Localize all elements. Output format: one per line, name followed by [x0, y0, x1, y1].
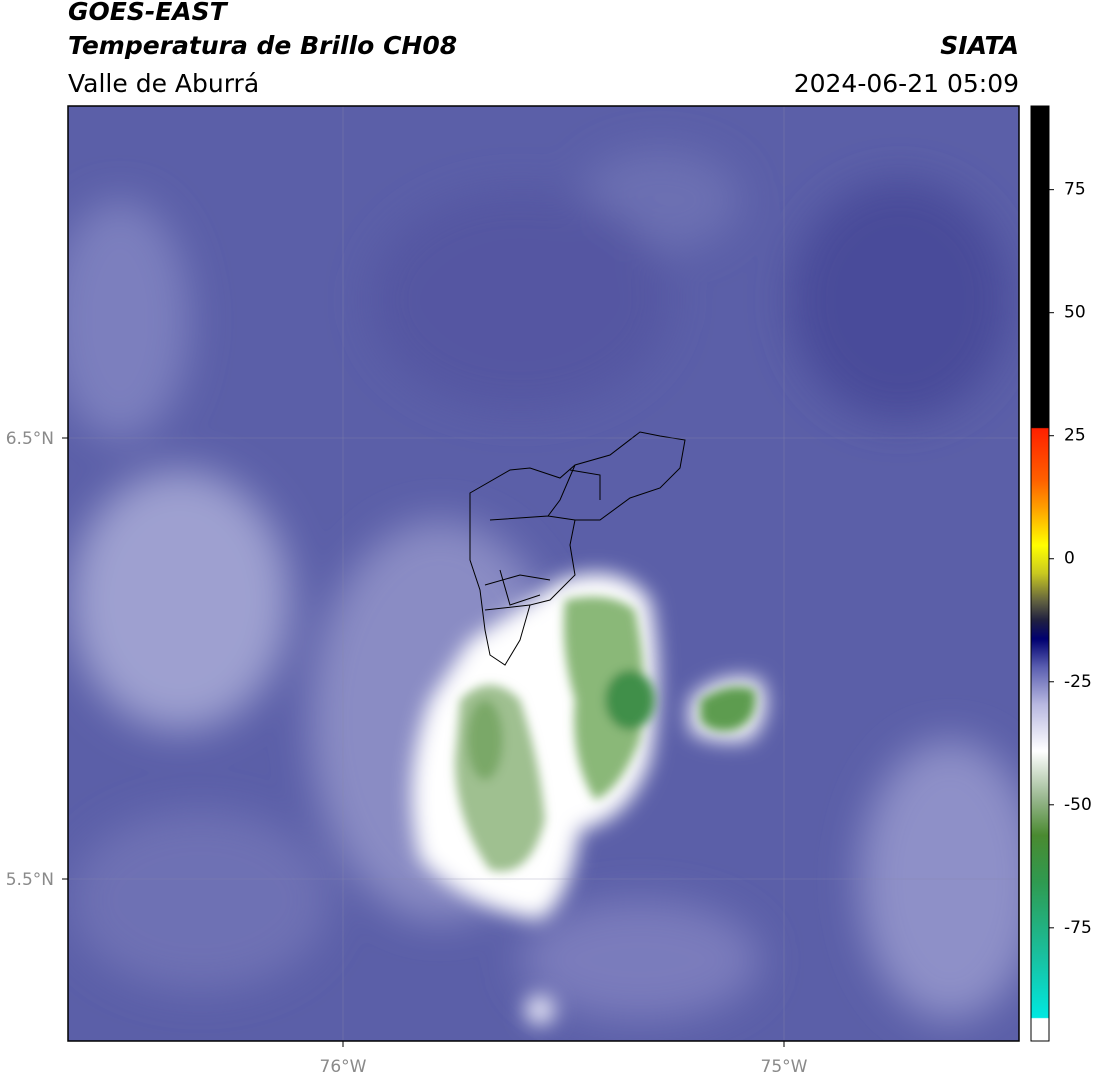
- lon-label: 76°W: [320, 1057, 367, 1077]
- colorbar-tick-label: -25: [1064, 672, 1092, 692]
- colorbar: [1030, 105, 1050, 1042]
- lon-label: 75°W: [761, 1057, 808, 1077]
- colorbar-tick-label: 50: [1064, 303, 1086, 323]
- brightness-field: [68, 106, 1019, 1041]
- colorbar-tick-label: 75: [1064, 180, 1086, 200]
- colorbar-tick-label: -50: [1064, 795, 1092, 815]
- colorbar-tick-label: 25: [1064, 426, 1086, 446]
- map-frame: [67, 105, 1020, 1042]
- region: Valle de Aburrá: [68, 69, 259, 98]
- lat-label: 5.5°N: [6, 870, 54, 890]
- datetime: 2024-06-21 05:09: [794, 69, 1019, 98]
- source: SIATA: [940, 31, 1019, 60]
- lat-label: 6.5°N: [6, 429, 54, 449]
- title: GOES-EAST: [68, 0, 229, 26]
- subtitle: Temperatura de Brillo CH08: [68, 31, 457, 60]
- colorbar-tick-label: -75: [1064, 918, 1092, 938]
- colorbar-tick-label: 0: [1064, 549, 1075, 569]
